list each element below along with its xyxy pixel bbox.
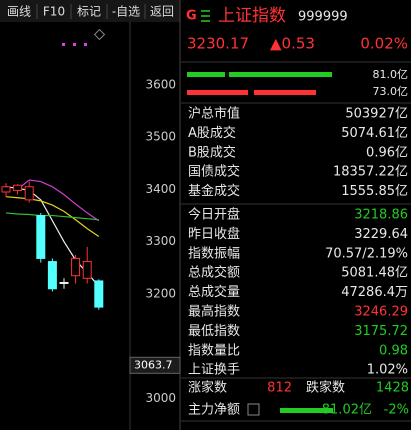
change-pct: 0.02% [360, 35, 408, 53]
up-count: 812 [267, 381, 292, 396]
stat-label: A股成交 [188, 125, 236, 141]
candle-body [71, 257, 81, 277]
ma-line [5, 196, 100, 237]
toolbar-button[interactable]: 画线 [7, 5, 31, 19]
y-tick-label: 3200 [145, 287, 176, 301]
stat-value: 1555.85亿 [341, 184, 408, 199]
stat-value: 3229.64 [354, 227, 408, 242]
stat-label: 总成交量 [188, 284, 240, 300]
stat-value: 3218.86 [354, 208, 408, 223]
y-tick-label: 3500 [145, 130, 176, 144]
ma-line [17, 179, 100, 222]
flow-icon[interactable] [247, 403, 260, 416]
stat-label: 最高指数 [188, 304, 240, 320]
flow-label: 主力净额 [188, 403, 240, 418]
stat-value: 5081.48亿 [341, 266, 408, 281]
diamond-icon[interactable] [93, 28, 106, 41]
stat-value: 5074.61亿 [341, 126, 408, 141]
toolbar-button[interactable]: 标记 [77, 5, 101, 19]
ma-line [5, 212, 99, 221]
toolbar-button[interactable]: F10 [43, 5, 65, 19]
stat-label: 今日开盘 [188, 207, 240, 223]
y-tick-label: 3000 [145, 391, 176, 405]
menu-icon[interactable] [201, 10, 210, 22]
toolbar [0, 0, 180, 22]
candle-body [59, 281, 69, 284]
flow-amount: -81.02亿 [317, 403, 372, 418]
up-label: 涨家数 [188, 380, 227, 396]
outflow: 73.0亿 [373, 85, 409, 98]
flow-bar [187, 72, 225, 77]
stat-value: 3175.72 [354, 324, 408, 339]
stat-value: 503927亿 [345, 107, 408, 122]
candle-body [1, 186, 11, 193]
y-tick-label: 3600 [145, 77, 176, 91]
index-name: 上证指数 [218, 6, 286, 26]
candle-body [13, 184, 23, 191]
toolbar-button[interactable]: -自选 [112, 5, 140, 19]
stat-label: 基金成交 [188, 183, 240, 199]
candle-body [36, 215, 46, 259]
stat-label: 指数振幅 [188, 246, 240, 261]
flow-bar [187, 90, 248, 95]
candle-body [82, 261, 92, 279]
stat-label: 最低指数 [188, 324, 240, 339]
stat-label: B股成交 [188, 144, 236, 160]
price-tag: 3063.7 [134, 358, 173, 371]
stat-value: 18357.22亿 [333, 165, 408, 180]
price: 3230.17 [187, 35, 249, 53]
stat-value: 1.02% [367, 363, 408, 378]
inflow: 81.0亿 [373, 68, 409, 81]
change: ▲0.53 [270, 35, 315, 53]
indicator-dots [62, 43, 87, 46]
y-tick-label: 3300 [145, 234, 176, 248]
stat-label: 国债成交 [188, 164, 240, 180]
index-code: 999999 [298, 10, 348, 25]
stat-label: 指数量比 [188, 343, 240, 358]
flow-bar [254, 90, 316, 95]
stat-label: 上证换手 [188, 363, 240, 378]
stat-label: 总成交额 [188, 265, 240, 281]
stat-value: 3246.29 [354, 305, 408, 320]
stat-value: 70.57/2.19% [325, 246, 408, 261]
candle-body [94, 280, 104, 308]
y-tick-label: 3400 [145, 182, 176, 196]
stat-label: 昨日收盘 [188, 226, 240, 242]
stat-value: 0.98 [379, 343, 408, 358]
price-tag-box [129, 356, 181, 374]
down-count: 1428 [376, 381, 409, 396]
down-label: 跌家数 [306, 380, 345, 396]
stat-value: 47286.4万 [341, 285, 408, 300]
stat-value: 0.96亿 [366, 145, 408, 160]
toolbar-button[interactable]: 返回 [150, 5, 174, 19]
candle-body [24, 186, 34, 201]
flow-pct: -2% [384, 403, 409, 418]
stat-label: 沪总市值 [188, 106, 240, 122]
flow-mini-bar [280, 408, 333, 413]
candle-body [47, 261, 57, 290]
flow-bar [229, 72, 332, 77]
marker: G [186, 9, 197, 24]
